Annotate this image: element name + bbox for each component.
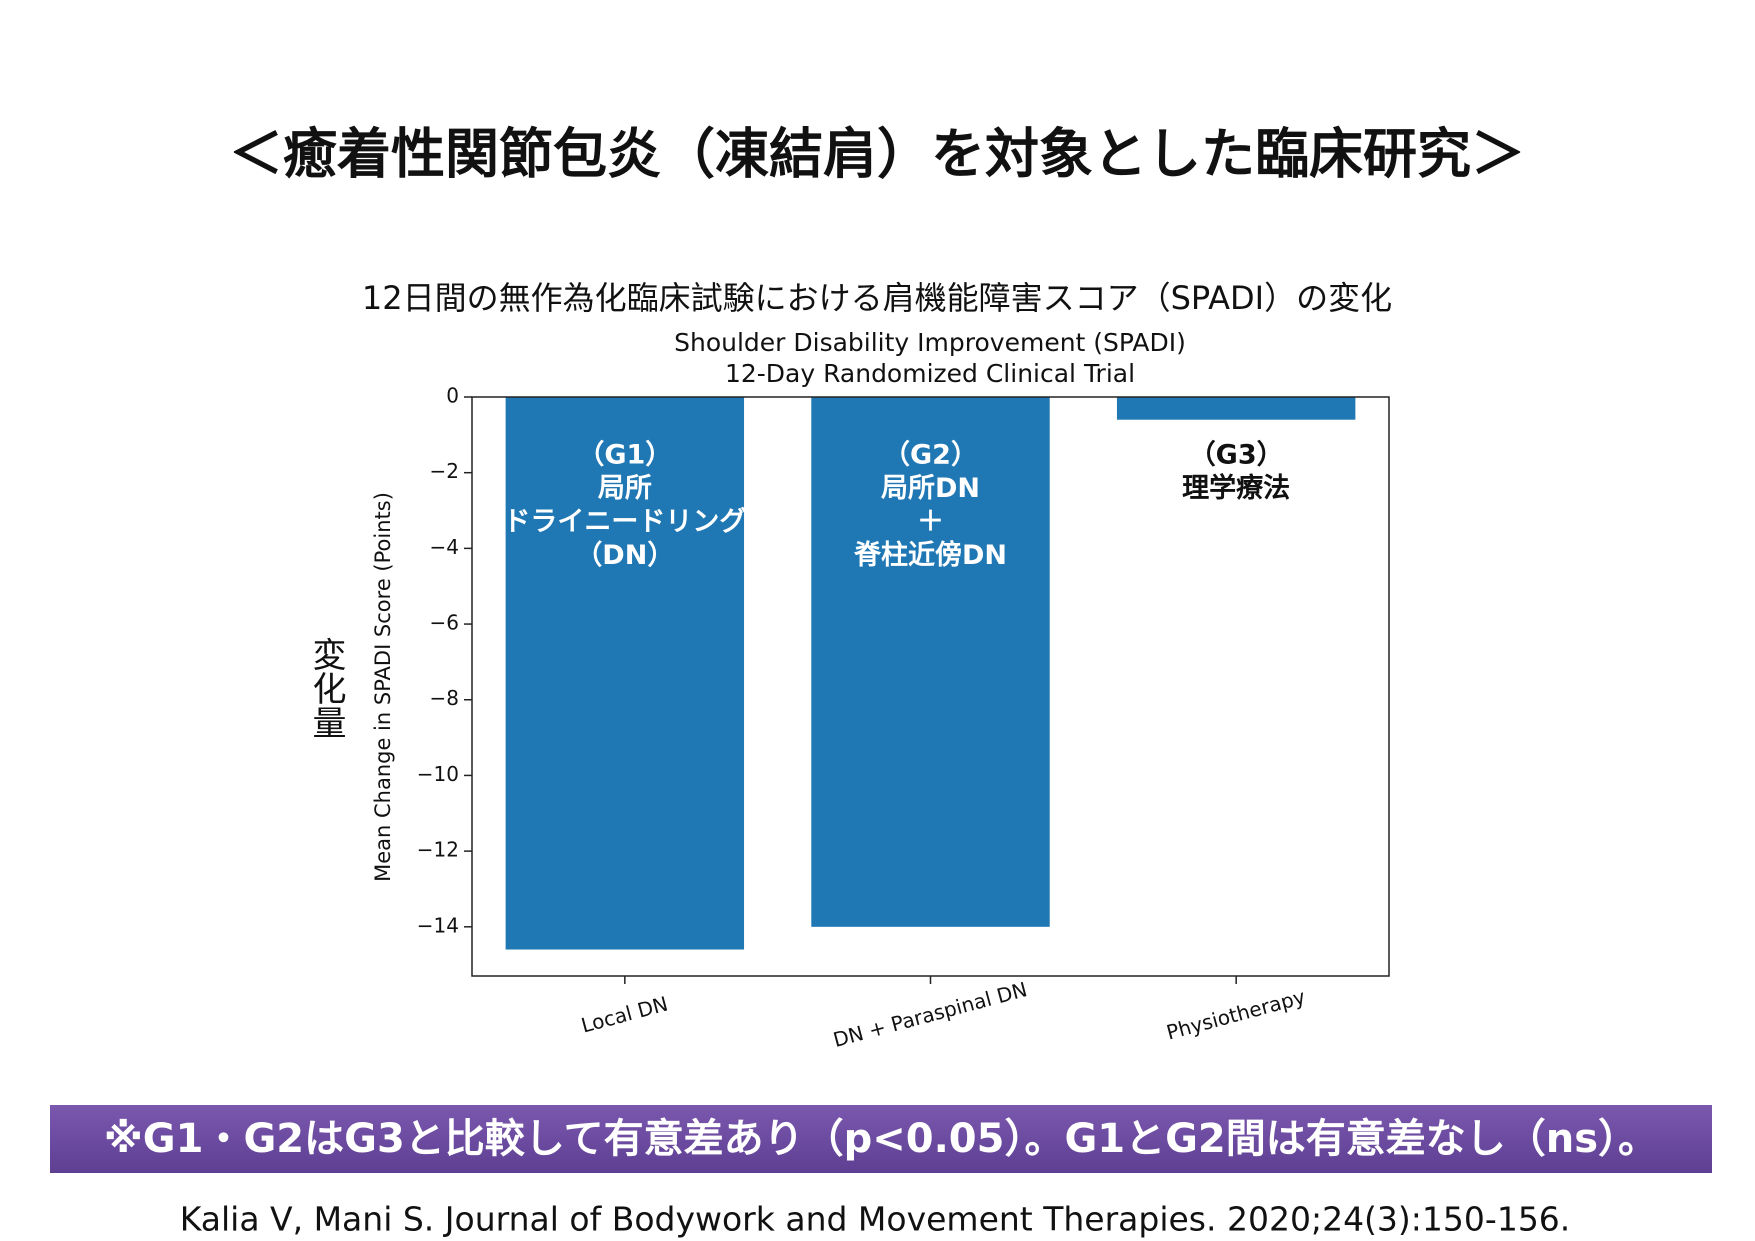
- page-title: ＜癒着性関節包炎（凍結肩）を対象とした臨床研究＞: [229, 123, 1525, 186]
- plot-frame: [471, 396, 1390, 977]
- citation: Kalia V, Mani S. Journal of Bodywork and…: [180, 1200, 1571, 1239]
- y-axis-label-ja: 変化量: [306, 637, 346, 739]
- bar-annotation: 理学療法: [1182, 472, 1290, 504]
- x-tick-label: Local DN: [579, 991, 671, 1037]
- bar-annotation: ドライニードリング: [503, 506, 746, 538]
- y-tick-label: −6: [430, 611, 459, 635]
- y-axis-label: Mean Change in SPADI Score (Points): [371, 492, 395, 882]
- bar: [811, 397, 1050, 927]
- chart-subtitle: 12-Day Randomized Clinical Trial: [725, 359, 1135, 388]
- y-tick-label: −4: [430, 535, 459, 559]
- y-tick-label: −8: [430, 686, 459, 710]
- bar: [505, 397, 745, 950]
- y-tick-label: 0: [446, 384, 459, 408]
- bar: [1116, 397, 1356, 420]
- bar-annotation: 脊柱近傍DN: [853, 539, 1007, 571]
- y-tick-label: −2: [430, 459, 459, 483]
- bar-annotation: 局所: [598, 473, 652, 504]
- note: ※G1・G2はG3と比較して有意差あり（p<0.05）。G1とG2間は有意差なし…: [104, 1116, 1658, 1162]
- x-tick-label: Physiotherapy: [1164, 984, 1308, 1044]
- bar-annotation: （G3）: [1189, 440, 1284, 471]
- chart-subtitle: Shoulder Disability Improvement (SPADI): [674, 328, 1186, 357]
- bar-annotation: （G2）: [883, 440, 978, 471]
- y-tick-label: −14: [417, 913, 459, 937]
- chart-title: 12日間の無作為化臨床試験における肩機能障害スコア（SPADI）の変化: [362, 279, 1392, 317]
- bar-annotation: （DN）: [575, 540, 674, 571]
- y-tick-label: −12: [417, 838, 459, 862]
- bar-annotation: ＋: [917, 507, 944, 538]
- x-tick-label: DN + Paraspinal DN: [831, 977, 1030, 1052]
- note-banner: [50, 1105, 1712, 1173]
- bar-annotation: 局所DN: [881, 473, 980, 504]
- bar-annotation: （G1）: [577, 440, 672, 471]
- y-tick-label: −10: [417, 762, 459, 786]
